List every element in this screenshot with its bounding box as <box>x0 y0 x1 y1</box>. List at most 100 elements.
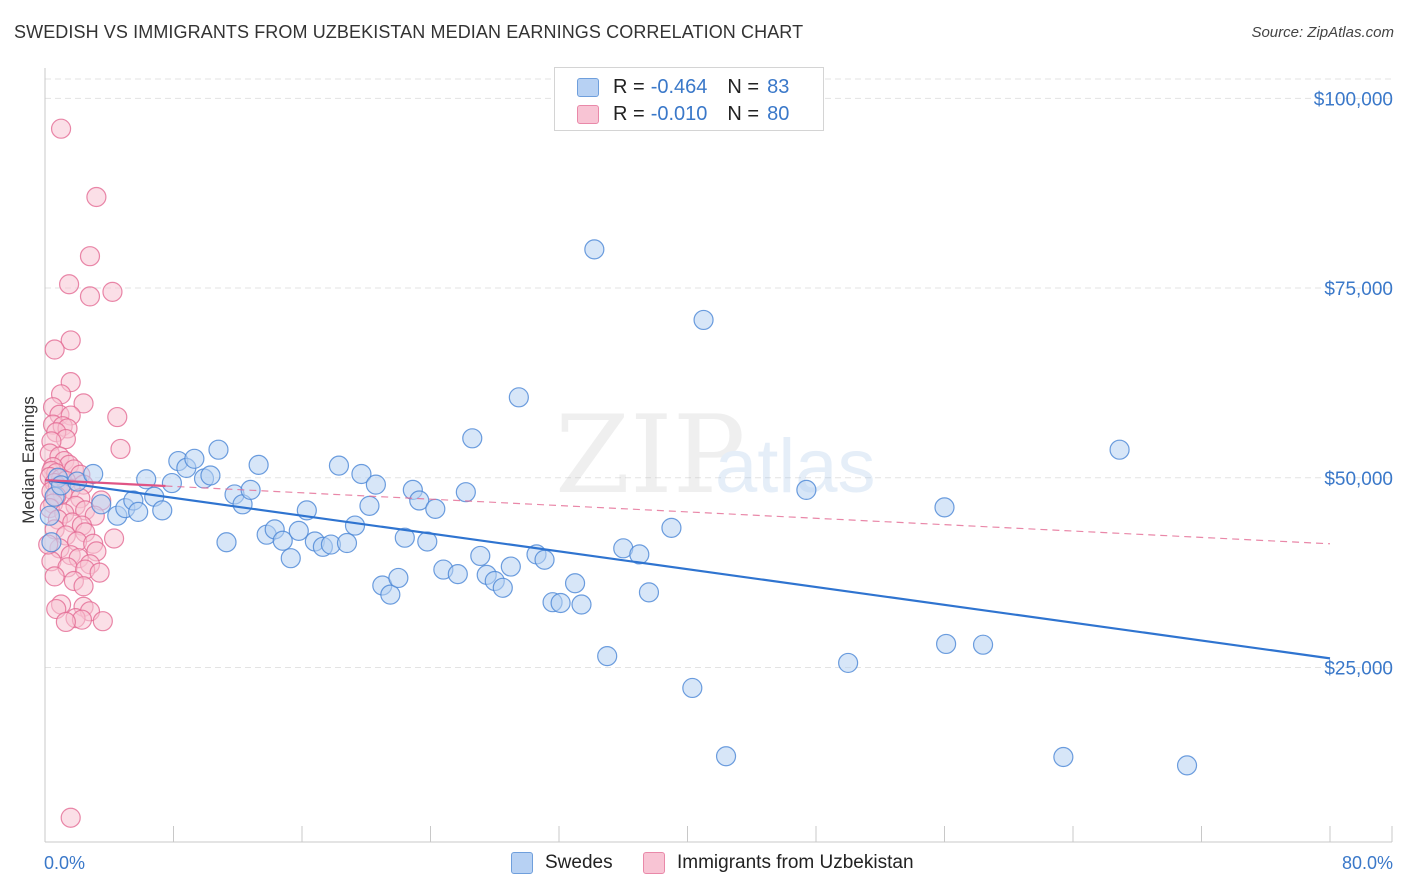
swedes-swatch <box>577 77 599 97</box>
x-tick-label-min: 0.0% <box>44 853 85 873</box>
watermark-zip: ZIP <box>555 393 745 518</box>
swedes-point <box>693 309 714 331</box>
legend-item-uzbekistan[interactable]: Immigrants from Uzbekistan <box>643 852 914 874</box>
y-tick-label: $100,000 <box>1314 89 1393 110</box>
swedes-point <box>715 746 737 767</box>
swedes-point <box>41 532 62 553</box>
swedes-point <box>597 645 618 667</box>
swedes-point <box>280 548 301 569</box>
series-swedes-points <box>39 239 1198 776</box>
uzbekistan-swatch <box>577 104 599 124</box>
stats-legend: R = -0.464 N = 83 R = -0.010 N = 80 <box>554 67 824 131</box>
swedes-point <box>409 490 430 511</box>
swedes-point <box>288 520 309 541</box>
uzbekistan-point <box>86 186 107 208</box>
swedes-point <box>500 556 521 577</box>
swedes-point <box>272 530 293 551</box>
swedes-point <box>462 428 483 449</box>
watermark-atlas: atlas <box>715 424 876 509</box>
uzbekistan-point <box>79 286 101 307</box>
swedes-point <box>682 677 703 699</box>
swedes-point <box>1109 439 1130 460</box>
watermark: ZIP atlas <box>555 393 876 518</box>
uzbekistan-trend-line-dashed <box>165 485 1331 545</box>
swedes-point <box>1176 755 1198 776</box>
uzbekistan-point <box>73 576 94 597</box>
swedes-point <box>534 549 555 570</box>
uzbekistan-r-value: -0.010 <box>650 102 708 125</box>
uzbekistan-point <box>73 393 94 414</box>
y-tick-label: $50,000 <box>1324 469 1393 490</box>
swedes-point <box>638 582 660 603</box>
uzbekistan-point <box>107 406 128 428</box>
r-label: R = <box>613 75 645 98</box>
series-legend: Swedes Immigrants from Uzbekistan <box>0 850 1406 880</box>
swedes-r-value: -0.464 <box>650 75 708 98</box>
swedes-trend-line <box>44 478 1331 660</box>
n-label: N = <box>727 102 760 125</box>
swedes-point <box>425 498 446 519</box>
uzbekistan-point <box>102 281 123 302</box>
uzbekistan-point <box>55 611 76 633</box>
swedes-point <box>128 501 149 523</box>
uzbekistan-legend-swatch <box>643 852 665 874</box>
uzbekistan-point <box>44 566 65 587</box>
uzbekistan-trend-line-solid <box>44 478 166 488</box>
legend-label-uzbekistan: Immigrants from Uzbekistan <box>677 852 914 873</box>
y-tick-labels: $25,000 $50,000 $75,000 $100,000 <box>1314 89 1393 679</box>
swedes-point <box>91 494 112 515</box>
uzbekistan-point <box>92 611 113 632</box>
swedes-point <box>380 584 401 605</box>
uzbekistan-point <box>103 528 125 549</box>
uzbekistan-point <box>58 274 80 295</box>
swedes-point <box>629 544 650 565</box>
uzbekistan-point <box>79 246 101 267</box>
swedes-point <box>336 532 358 554</box>
swedes-point <box>184 448 205 469</box>
uzbekistan-point <box>60 807 81 828</box>
uzbekistan-point <box>89 562 110 583</box>
swedes-point <box>208 439 229 460</box>
swedes-point <box>455 482 476 503</box>
swedes-point <box>200 465 221 486</box>
uzbekistan-n-value: 80 <box>767 102 790 125</box>
swedes-point <box>328 455 350 476</box>
swedes-legend-swatch <box>511 852 533 874</box>
gridlines <box>45 78 1392 668</box>
x-tick-label-max: 80.0% <box>1342 853 1393 873</box>
swedes-point <box>39 505 60 526</box>
swedes-point <box>492 577 513 598</box>
swedes-point <box>508 387 529 408</box>
swedes-point <box>972 634 994 655</box>
swedes-point <box>564 573 586 594</box>
swedes-point <box>351 463 372 485</box>
swedes-point <box>248 454 269 475</box>
swedes-point <box>394 527 415 548</box>
n-label: N = <box>727 75 760 98</box>
swedes-point <box>661 517 682 538</box>
swedes-n-value: 83 <box>767 75 790 98</box>
r-label: R = <box>613 102 645 125</box>
legend-row-swedes: R = -0.464 N = 83 <box>577 74 809 100</box>
legend-label-swedes: Swedes <box>545 852 613 873</box>
swedes-point <box>584 239 605 260</box>
swedes-point <box>936 633 957 655</box>
y-tick-label: $25,000 <box>1324 658 1393 679</box>
swedes-point <box>83 463 104 485</box>
swedes-point <box>359 495 380 516</box>
swedes-point <box>152 500 173 521</box>
trend-lines <box>44 478 1331 660</box>
swedes-point <box>161 472 182 494</box>
y-tick-label: $75,000 <box>1324 279 1393 300</box>
chart-title: SWEDISH VS IMMIGRANTS FROM UZBEKISTAN ME… <box>14 22 804 42</box>
y-axis-label: Median Earnings <box>19 396 38 524</box>
uzbekistan-point <box>60 330 81 351</box>
source-credit: Source: ZipAtlas.com <box>1251 24 1394 41</box>
uzbekistan-point <box>44 339 65 360</box>
uzbekistan-point <box>50 118 72 139</box>
swedes-point <box>216 532 237 553</box>
legend-item-swedes[interactable]: Swedes <box>511 852 613 874</box>
uzbekistan-point <box>110 438 131 460</box>
swedes-point <box>365 474 386 495</box>
